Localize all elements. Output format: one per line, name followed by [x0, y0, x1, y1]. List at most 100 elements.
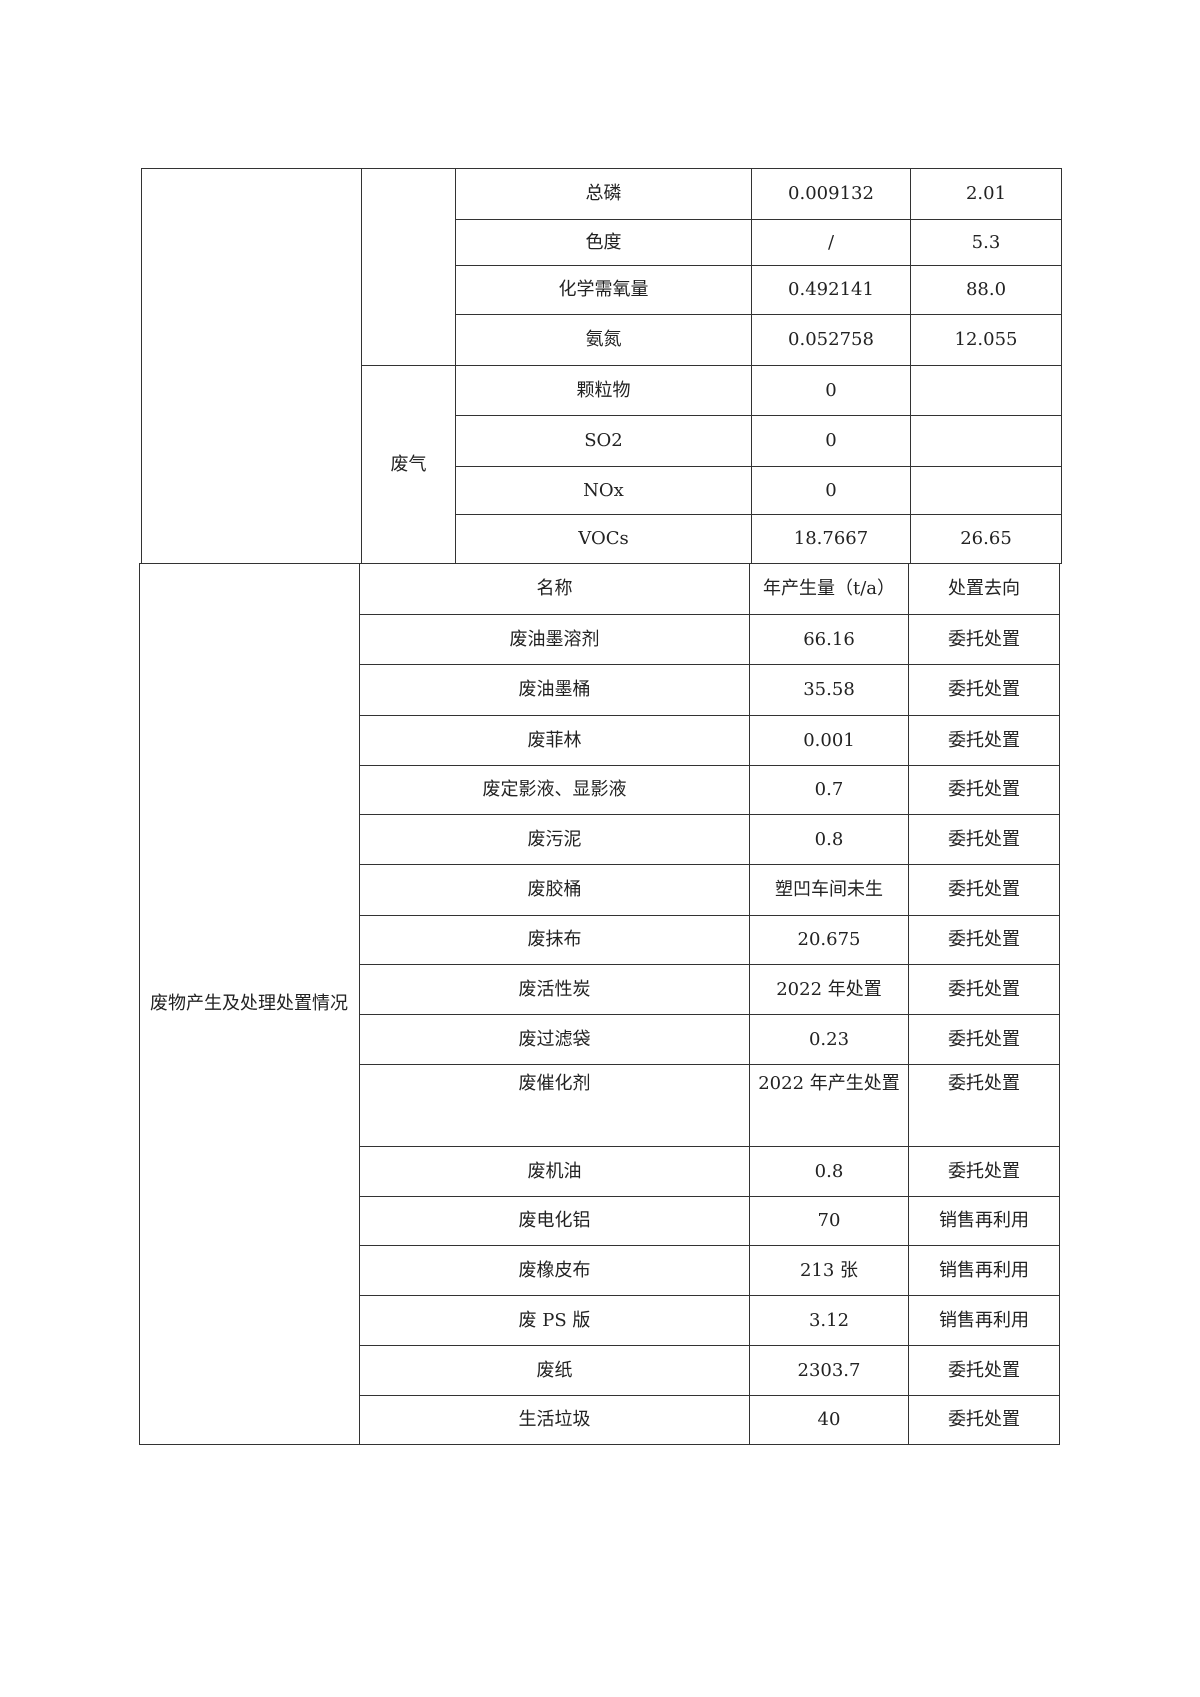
waste-disposal: 委托处置: [908, 814, 1060, 865]
waste-name: 生活垃圾: [359, 1395, 750, 1445]
waste-name: 废胶桶: [359, 864, 750, 916]
waste-name: 废橡皮布: [359, 1245, 750, 1296]
subcategory-cell-blank: [361, 168, 456, 366]
table-row: 总磷 0.009132 2.01: [141, 168, 1062, 564]
waste-name: 废 PS 版: [359, 1295, 750, 1346]
waste-name: 废污泥: [359, 814, 750, 865]
waste-disposal: 委托处置: [908, 915, 1060, 965]
waste-amount: 2303.7: [749, 1345, 909, 1396]
waste-amount: 2022 年产生处置: [749, 1064, 909, 1147]
waste-disposal: 委托处置: [908, 864, 1060, 916]
table-row: 废 PS 版 3.12 销售再利用: [140, 1295, 1060, 1346]
table-row: 废污泥 0.8 委托处置: [140, 814, 1060, 865]
waste-amount: 70: [749, 1196, 909, 1246]
pollutant-value: 0.052758: [751, 314, 911, 366]
table-row: 废抹布 20.675 委托处置: [140, 915, 1060, 965]
pollutant-limit: [910, 466, 1062, 515]
pollutant-value: 0: [751, 365, 911, 416]
emissions-table: 总磷 0.009132 2.01 色度 / 5.3 化学需氧量 0.492141…: [141, 168, 1062, 564]
pollutant-value: 0.009132: [751, 168, 911, 220]
header-row: 废物产生及处理处置情况 名称 年产生量（t/a） 处置去向: [139, 563, 1060, 1445]
pollutant-value: 18.7667: [751, 514, 911, 564]
waste-amount: 35.58: [749, 664, 909, 716]
waste-name: 废过滤袋: [359, 1014, 750, 1065]
waste-amount: 40: [749, 1395, 909, 1445]
pollutant-limit: 12.055: [910, 314, 1062, 366]
waste-disposal: 委托处置: [908, 1146, 1060, 1197]
table-row: 废油墨桶 35.58 委托处置: [140, 664, 1060, 716]
waste-disposal: 委托处置: [908, 1345, 1060, 1396]
waste-disposal: 委托处置: [908, 614, 1060, 665]
solid-waste-table: 废物产生及处理处置情况 名称 年产生量（t/a） 处置去向 废油墨溶剂 66.16…: [139, 563, 1060, 1445]
pollutant-limit: [910, 415, 1062, 467]
pollutant-value: 0: [751, 415, 911, 467]
table-row: 色度 / 5.3: [142, 219, 1062, 266]
waste-amount: 0.23: [749, 1014, 909, 1065]
table-row: 废橡皮布 213 张销售再利用: [140, 1245, 1060, 1296]
waste-name: 废活性炭: [359, 964, 750, 1015]
waste-name: 废抹布: [359, 915, 750, 965]
waste-amount: 塑凹车间未生: [749, 864, 909, 916]
pollutant-limit: 88.0: [910, 265, 1062, 315]
waste-name: 废油墨溶剂: [359, 614, 750, 665]
waste-name: 废定影液、显影液: [359, 765, 750, 815]
header-amount: 年产生量（t/a）: [749, 563, 909, 615]
table-row: 废定影液、显影液 0.7 委托处置: [140, 765, 1060, 815]
waste-disposal: 销售再利用: [908, 1245, 1060, 1296]
pollutant-limit: 5.3: [910, 219, 1062, 266]
waste-amount: 3.12: [749, 1295, 909, 1346]
pollutant-name: 化学需氧量: [455, 265, 752, 315]
waste-name: 废菲林: [359, 715, 750, 766]
waste-disposal: 销售再利用: [908, 1295, 1060, 1346]
pollutant-name: 色度: [455, 219, 752, 266]
pollutant-limit: 2.01: [910, 168, 1062, 220]
pollutant-limit: 26.65: [910, 514, 1062, 564]
waste-name: 废纸: [359, 1345, 750, 1396]
pollutant-name: 总磷: [455, 168, 752, 220]
pollutant-name: SO2: [455, 415, 752, 467]
pollutant-name: 颗粒物: [455, 365, 752, 416]
table-row: VOCs 18.7667 26.65: [142, 514, 1062, 564]
pollutant-value: 0.492141: [751, 265, 911, 315]
waste-name: 废催化剂: [359, 1064, 750, 1147]
table-row: 废活性炭 2022 年处置 委托处置: [140, 964, 1060, 1015]
waste-disposal: 委托处置: [908, 964, 1060, 1015]
waste-amount: 0.8: [749, 1146, 909, 1197]
waste-disposal: 委托处置: [908, 664, 1060, 716]
table-row: 废过滤袋 0.23 委托处置: [140, 1014, 1060, 1065]
table-row: 废纸 2303.7 委托处置: [140, 1345, 1060, 1396]
waste-gas-label: 废气: [361, 365, 456, 564]
waste-amount: 20.675: [749, 915, 909, 965]
category-label: 废物产生及处理处置情况: [139, 563, 360, 1445]
waste-amount: 2022 年处置: [749, 964, 909, 1015]
waste-disposal: 委托处置: [908, 1395, 1060, 1445]
waste-amount: 0.7: [749, 765, 909, 815]
table-row: NOx 0: [142, 466, 1062, 515]
table-row: 氨氮 0.052758 12.055: [142, 314, 1062, 366]
table-row: 废电化铝 70 销售再利用: [140, 1196, 1060, 1246]
waste-name: 废油墨桶: [359, 664, 750, 716]
waste-amount: 66.16: [749, 614, 909, 665]
waste-amount: 0.001: [749, 715, 909, 766]
waste-amount: 213 张: [749, 1245, 909, 1296]
waste-disposal: 委托处置: [908, 1014, 1060, 1065]
waste-disposal: 销售再利用: [908, 1196, 1060, 1246]
pollutant-value: 0: [751, 466, 911, 515]
pollutant-value: /: [751, 219, 911, 266]
waste-disposal: 委托处置: [908, 715, 1060, 766]
table-row: 废机油 0.8 委托处置: [140, 1146, 1060, 1197]
pollutant-name: NOx: [455, 466, 752, 515]
table-row: 废菲林 0.001 委托处置: [140, 715, 1060, 766]
pollutant-limit: [910, 365, 1062, 416]
table-row: 废催化剂 2022 年产生处置 委托处置: [140, 1064, 1060, 1147]
waste-name: 废机油: [359, 1146, 750, 1197]
waste-disposal: 委托处置: [908, 765, 1060, 815]
pollutant-name: 氨氮: [455, 314, 752, 366]
waste-disposal: 委托处置: [908, 1064, 1060, 1147]
waste-name: 废电化铝: [359, 1196, 750, 1246]
category-cell-blank: [141, 168, 362, 564]
waste-amount: 0.8: [749, 814, 909, 865]
pollutant-name: VOCs: [455, 514, 752, 564]
header-disposal: 处置去向: [908, 563, 1060, 615]
table-row: 废气 颗粒物 0: [142, 365, 1062, 564]
